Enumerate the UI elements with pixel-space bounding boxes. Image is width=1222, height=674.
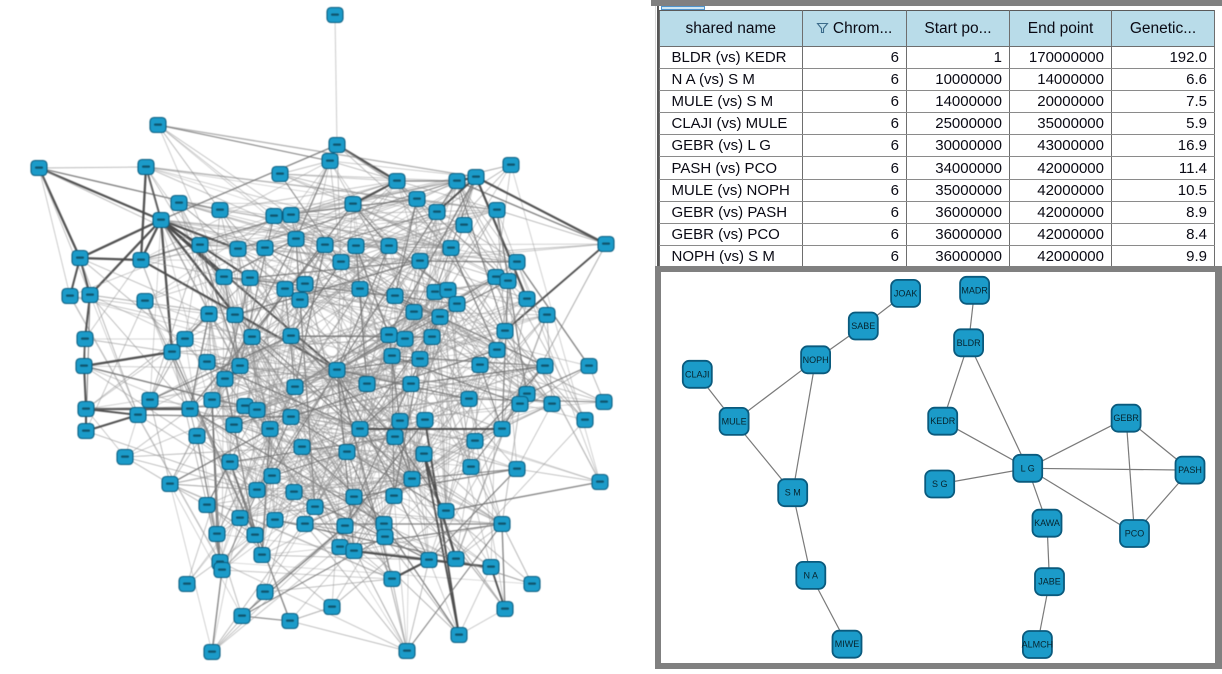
- svg-text:CLAJI: CLAJI: [685, 369, 710, 379]
- svg-text:MIWE: MIWE: [835, 639, 860, 649]
- svg-text:L G: L G: [1021, 463, 1035, 473]
- svg-text:JABE: JABE: [1038, 577, 1061, 587]
- svg-text:PCO: PCO: [1125, 529, 1145, 539]
- svg-text:S G: S G: [932, 479, 948, 489]
- svg-text:ALMCH: ALMCH: [1022, 640, 1054, 650]
- svg-text:GEBR: GEBR: [1113, 413, 1139, 423]
- svg-text:JOAK: JOAK: [894, 288, 918, 298]
- svg-text:N A: N A: [804, 570, 819, 580]
- svg-text:BLDR: BLDR: [957, 338, 982, 348]
- svg-text:MADR: MADR: [961, 285, 988, 295]
- svg-text:MULE: MULE: [722, 416, 747, 426]
- svg-text:S M: S M: [785, 488, 801, 498]
- svg-text:KEDR: KEDR: [930, 416, 956, 426]
- svg-text:NOPH: NOPH: [803, 355, 829, 365]
- svg-text:PASH: PASH: [1178, 465, 1202, 475]
- svg-text:KAWA: KAWA: [1034, 518, 1060, 528]
- svg-text:SABE: SABE: [851, 321, 875, 331]
